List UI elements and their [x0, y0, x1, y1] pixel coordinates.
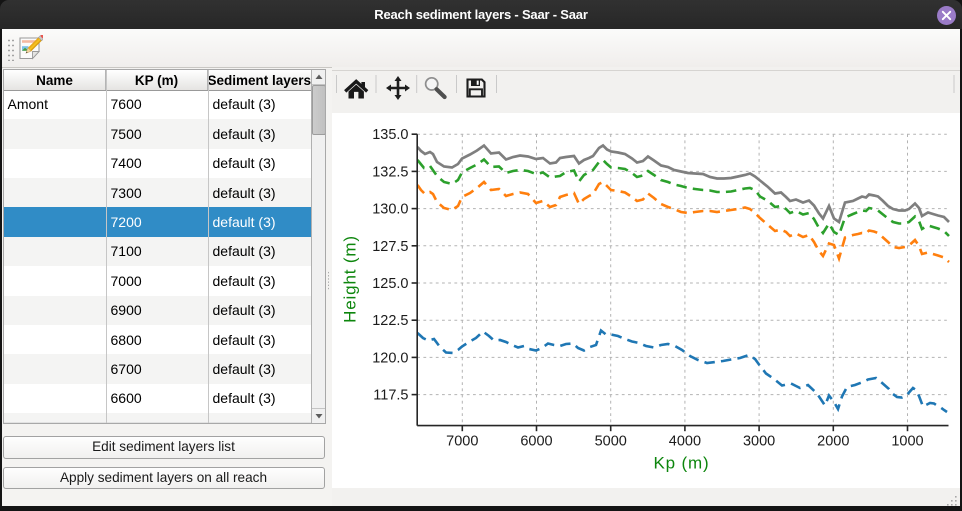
svg-text:117.5: 117.5 — [373, 388, 408, 404]
svg-text:7000: 7000 — [446, 433, 478, 449]
svg-text:130.0: 130.0 — [372, 202, 408, 218]
svg-text:125.0: 125.0 — [372, 276, 408, 292]
svg-text:2000: 2000 — [817, 433, 849, 449]
svg-text:4000: 4000 — [669, 433, 701, 449]
svg-text:122.5: 122.5 — [372, 313, 408, 329]
svg-text:Height (m): Height (m) — [341, 235, 360, 323]
svg-text:127.5: 127.5 — [372, 239, 408, 255]
svg-text:132.5: 132.5 — [372, 164, 408, 180]
svg-text:135.0: 135.0 — [372, 127, 408, 143]
svg-text:120.0: 120.0 — [372, 350, 408, 366]
svg-text:5000: 5000 — [595, 433, 627, 449]
svg-text:6000: 6000 — [520, 433, 552, 449]
svg-text:Kp (m): Kp (m) — [653, 454, 709, 473]
svg-text:1000: 1000 — [891, 433, 923, 449]
svg-text:3000: 3000 — [743, 433, 775, 449]
